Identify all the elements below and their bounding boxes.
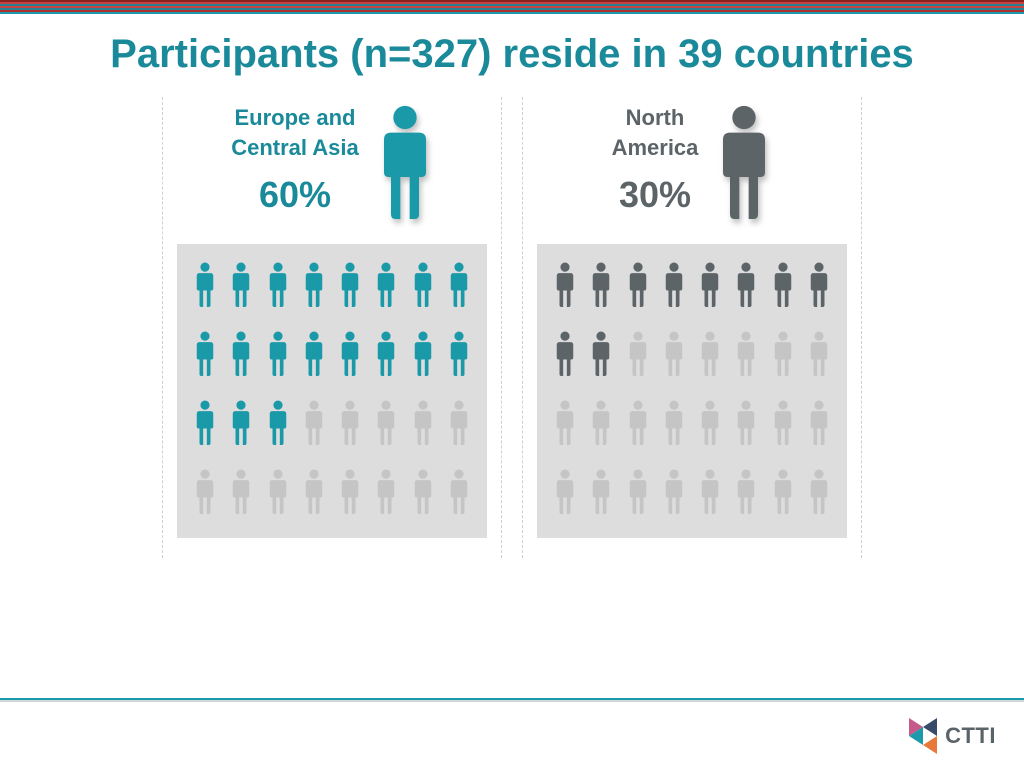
logo-mark-icon (909, 718, 939, 754)
pictogram-unit-icon (375, 469, 397, 520)
pictogram-unit-icon (267, 469, 289, 520)
pictogram-unit-icon (339, 331, 361, 382)
logo-text: CTTI (945, 723, 996, 749)
panel-header-text: Europe andCentral Asia 60% (231, 103, 359, 216)
pictogram-grid (537, 244, 847, 538)
region-panel: NorthAmerica 30% (522, 97, 862, 558)
pictogram-unit-icon (375, 262, 397, 313)
pictogram-unit-icon (554, 331, 576, 382)
pictogram-unit-icon (194, 400, 216, 451)
pictogram-unit-icon (267, 331, 289, 382)
brand-logo: CTTI (909, 718, 996, 754)
page-title: Participants (n=327) reside in 39 countr… (0, 14, 1024, 87)
pictogram-unit-icon (448, 331, 470, 382)
pictogram-unit-icon (735, 331, 757, 382)
pictogram-unit-icon (663, 331, 685, 382)
pictogram-unit-icon (267, 262, 289, 313)
pictogram-unit-icon (735, 469, 757, 520)
pictogram-unit-icon (663, 400, 685, 451)
pictogram-unit-icon (772, 469, 794, 520)
pictogram-unit-icon (339, 469, 361, 520)
pictogram-unit-icon (339, 400, 361, 451)
pictogram-unit-icon (590, 400, 612, 451)
pictogram-unit-icon (699, 469, 721, 520)
pictogram-unit-icon (230, 331, 252, 382)
pictogram-unit-icon (808, 469, 830, 520)
panels-container: Europe andCentral Asia 60% NorthAmerica 30% (0, 87, 1024, 558)
pictogram-unit-icon (194, 469, 216, 520)
pictogram-unit-icon (808, 331, 830, 382)
pictogram-unit-icon (412, 469, 434, 520)
pictogram-unit-icon (627, 400, 649, 451)
header-stripes (0, 0, 1024, 14)
pictogram-unit-icon (735, 400, 757, 451)
pictogram-unit-icon (808, 262, 830, 313)
pictogram-unit-icon (663, 469, 685, 520)
region-label: North (612, 103, 699, 133)
pictogram-unit-icon (590, 331, 612, 382)
pictogram-unit-icon (554, 400, 576, 451)
percent-value: 30% (612, 174, 699, 216)
pictogram-unit-icon (627, 331, 649, 382)
panel-header: NorthAmerica 30% (537, 97, 847, 228)
pictogram-unit-icon (448, 400, 470, 451)
pictogram-unit-icon (699, 400, 721, 451)
pictogram-unit-icon (412, 262, 434, 313)
pictogram-unit-icon (267, 400, 289, 451)
pictogram-unit-icon (194, 262, 216, 313)
pictogram-unit-icon (699, 262, 721, 313)
pictogram-unit-icon (375, 400, 397, 451)
pictogram-grid (177, 244, 487, 538)
pictogram-unit-icon (230, 469, 252, 520)
person-icon (716, 103, 772, 228)
pictogram-unit-icon (627, 262, 649, 313)
percent-value: 60% (231, 174, 359, 216)
pictogram-unit-icon (412, 400, 434, 451)
pictogram-unit-icon (412, 331, 434, 382)
pictogram-unit-icon (554, 469, 576, 520)
pictogram-unit-icon (339, 262, 361, 313)
pictogram-unit-icon (772, 331, 794, 382)
pictogram-unit-icon (303, 262, 325, 313)
pictogram-unit-icon (590, 262, 612, 313)
pictogram-unit-icon (303, 331, 325, 382)
person-icon (377, 103, 433, 228)
pictogram-unit-icon (448, 262, 470, 313)
footer-rule (0, 698, 1024, 702)
pictogram-unit-icon (303, 400, 325, 451)
pictogram-unit-icon (230, 262, 252, 313)
pictogram-unit-icon (735, 262, 757, 313)
pictogram-unit-icon (772, 400, 794, 451)
pictogram-unit-icon (230, 400, 252, 451)
pictogram-unit-icon (554, 262, 576, 313)
pictogram-unit-icon (194, 331, 216, 382)
pictogram-unit-icon (448, 469, 470, 520)
pictogram-unit-icon (699, 331, 721, 382)
pictogram-unit-icon (808, 400, 830, 451)
region-label: Europe and (231, 103, 359, 133)
pictogram-unit-icon (772, 262, 794, 313)
panel-header: Europe andCentral Asia 60% (177, 97, 487, 228)
region-label: Central Asia (231, 133, 359, 163)
pictogram-unit-icon (303, 469, 325, 520)
region-label: America (612, 133, 699, 163)
panel-header-text: NorthAmerica 30% (612, 103, 699, 216)
pictogram-unit-icon (590, 469, 612, 520)
region-panel: Europe andCentral Asia 60% (162, 97, 502, 558)
pictogram-unit-icon (375, 331, 397, 382)
pictogram-unit-icon (627, 469, 649, 520)
pictogram-unit-icon (663, 262, 685, 313)
